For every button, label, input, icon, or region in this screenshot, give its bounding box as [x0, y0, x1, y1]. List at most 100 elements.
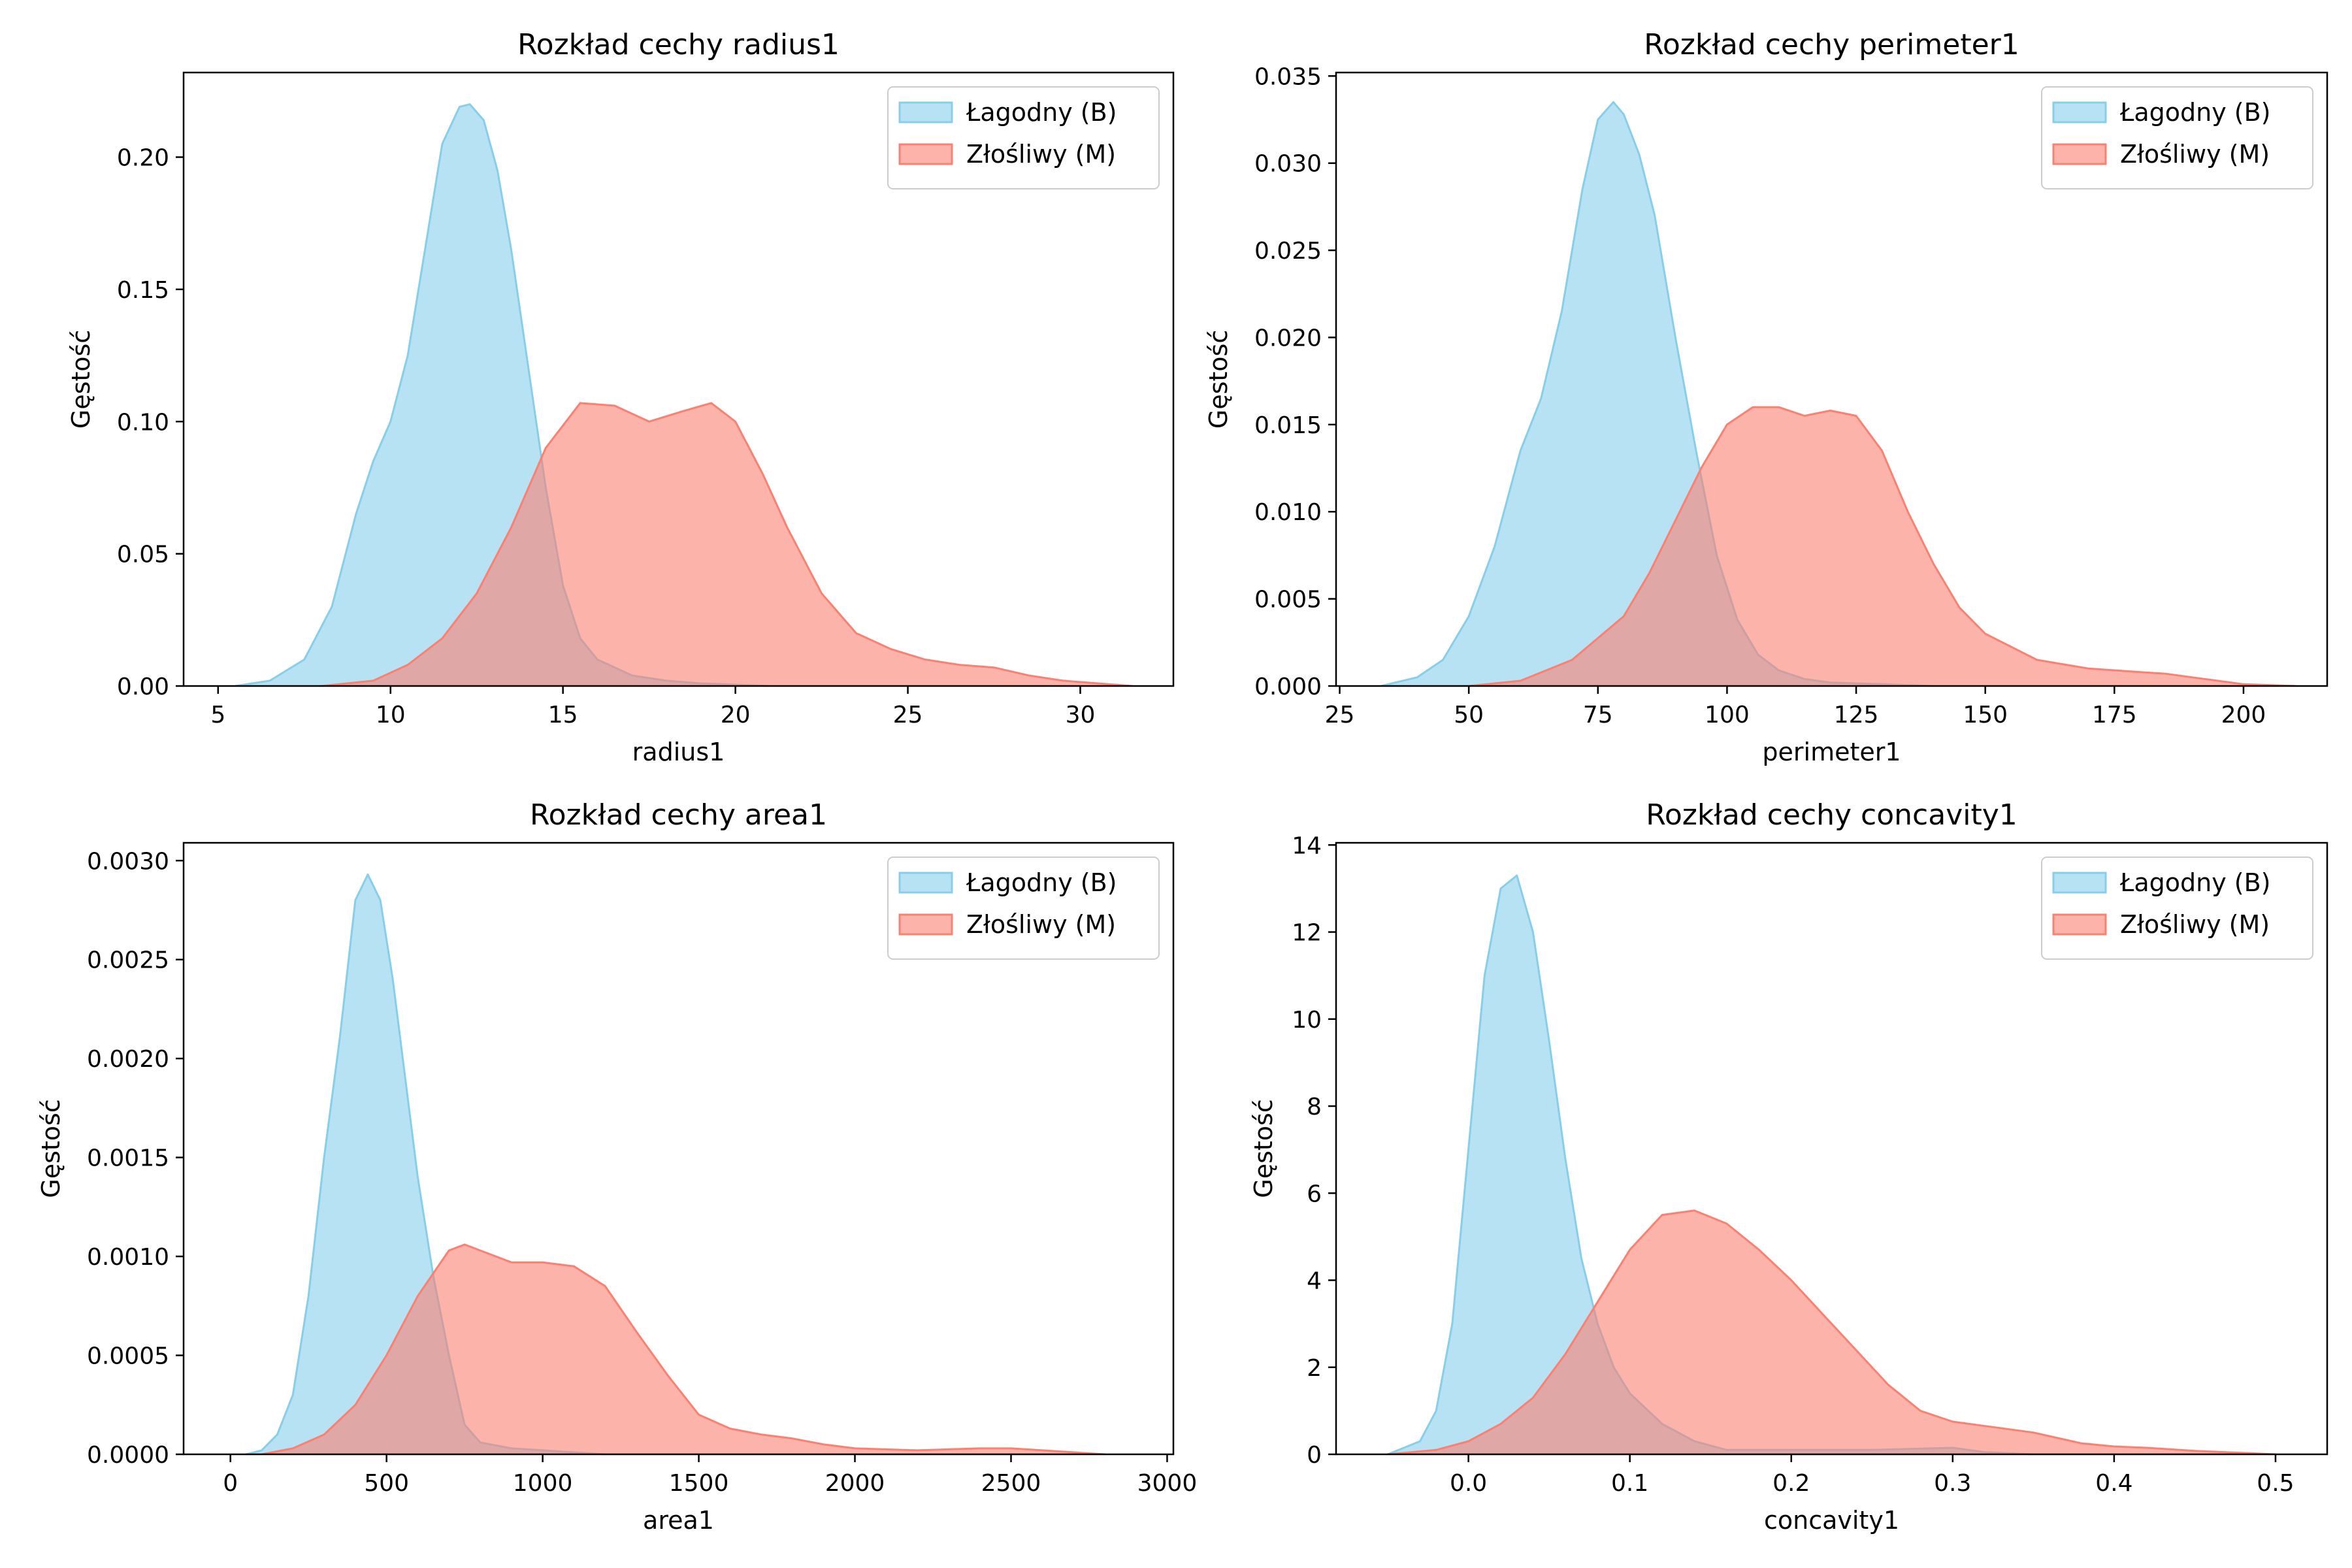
chart-panel-3: 0 500 1000 1500 2000 2500 3000 0.0000 0.0005 0.00… [37, 798, 1197, 1535]
x-tick-label: 25 [1325, 702, 1355, 728]
plot-frame [1335, 841, 2328, 1456]
x-tick-label: 1500 [669, 1470, 729, 1497]
legend-label: Łagodny (B) [2119, 98, 2271, 127]
chart-title: Rozkład cechy perimeter1 [1644, 28, 2019, 61]
x-axis-label: radius1 [632, 738, 725, 766]
legend-box [2041, 857, 2313, 960]
x-tick-label: 1000 [513, 1470, 573, 1497]
x-tick-label: 150 [1963, 702, 2008, 728]
legend-box [887, 857, 1160, 960]
legend-label: Złośliwy (M) [966, 140, 1116, 169]
density-area-malignant [320, 402, 1134, 686]
legend-swatch-malignant [2052, 143, 2107, 165]
density-area-malignant [1467, 406, 2296, 686]
y-tick-label: 12 [1292, 920, 1322, 947]
y-tick-label: 4 [1307, 1268, 1322, 1295]
y-tick-label: 0.15 [117, 277, 169, 304]
density-area-malignant [1386, 1209, 2277, 1454]
x-tick-label: 50 [1454, 702, 1484, 728]
y-tick-label: 0.0000 [87, 1442, 169, 1469]
y-tick-label: 10 [1292, 1007, 1322, 1034]
legend-label: Łagodny (B) [2119, 868, 2271, 897]
x-tick-label: 0 [223, 1470, 238, 1497]
y-tick-label: 0.020 [1254, 325, 1322, 351]
y-axis-label: Gęstość [1204, 330, 1233, 429]
chart-title: Rozkład cechy concavity1 [1646, 798, 2017, 832]
legend: Łagodny (B) Złośliwy (M) [2041, 86, 2313, 189]
legend: Łagodny (B) Złośliwy (M) [887, 86, 1160, 189]
y-axis-label: Gęstość [37, 1099, 65, 1198]
legend-swatch-malignant [898, 913, 953, 936]
x-tick-label: 10 [376, 702, 406, 728]
x-tick-label: 2500 [981, 1470, 1041, 1497]
x-tick-label: 5 [210, 702, 225, 728]
x-tick-label: 75 [1583, 702, 1613, 728]
legend-label: Łagodny (B) [966, 98, 1117, 127]
y-tick-label: 0.010 [1254, 499, 1322, 526]
x-tick-label: 30 [1066, 702, 1096, 728]
x-tick-label: 175 [2092, 702, 2137, 728]
y-tick-label: 0.005 [1254, 587, 1322, 613]
plot-frame [182, 71, 1175, 687]
legend-box [2041, 86, 2313, 189]
legend-label: Łagodny (B) [966, 868, 1117, 897]
chart-panel-1: 5 10 15 20 25 30 0.00 0.05 0.10 0.15 0.20 Rozkład c… [67, 28, 1175, 766]
legend-label: Złośliwy (M) [2120, 140, 2270, 169]
legend-swatch-benign [2052, 872, 2107, 894]
y-tick-label: 2 [1307, 1355, 1322, 1382]
y-tick-label: 0.20 [117, 145, 169, 172]
x-tick-label: 25 [893, 702, 923, 728]
legend-label: Złośliwy (M) [2120, 910, 2270, 939]
x-tick-label: 2000 [825, 1470, 885, 1497]
y-tick-label: 0.0015 [87, 1145, 169, 1172]
y-tick-label: 0.025 [1254, 238, 1322, 265]
y-tick-label: 14 [1292, 832, 1322, 859]
y-tick-label: 0.0020 [87, 1046, 169, 1073]
x-tick-label: 0.1 [1611, 1470, 1648, 1497]
chart-panel-4: 0.0 0.1 0.2 0.3 0.4 0.5 0 2 4 6 8 10 12 14 Rozkład cec… [1249, 798, 2328, 1535]
x-tick-label: 0.3 [1934, 1470, 1971, 1497]
x-axis-label: area1 [643, 1506, 714, 1535]
x-axis-label: concavity1 [1764, 1506, 1899, 1535]
y-tick-label: 8 [1307, 1094, 1322, 1120]
x-tick-label: 500 [364, 1470, 409, 1497]
legend: Łagodny (B) Złośliwy (M) [887, 857, 1160, 960]
x-tick-label: 20 [721, 702, 751, 728]
y-tick-label: 0 [1307, 1442, 1322, 1469]
y-tick-label: 0.0005 [87, 1343, 169, 1370]
legend-swatch-benign [898, 872, 953, 894]
x-axis-label: perimeter1 [1762, 738, 1901, 766]
x-tick-label: 0.0 [1450, 1470, 1487, 1497]
legend: Łagodny (B) Złośliwy (M) [2041, 857, 2313, 960]
chart-title: Rozkład cechy radius1 [517, 28, 840, 61]
x-tick-label: 0.4 [2095, 1470, 2132, 1497]
legend-box [887, 86, 1160, 189]
x-tick-label: 200 [2221, 702, 2266, 728]
x-tick-label: 100 [1705, 702, 1750, 728]
x-tick-label: 0.2 [1772, 1470, 1810, 1497]
y-tick-label: 0.035 [1254, 63, 1322, 90]
chart-panel-2: 25 50 75 100 125 150 175 200 0.000 0.005 0.010 0.01… [1204, 28, 2328, 766]
y-tick-label: 0.05 [117, 542, 169, 568]
legend-swatch-benign [898, 101, 953, 123]
chart-title: Rozkład cechy area1 [530, 798, 827, 832]
y-tick-label: 0.10 [117, 409, 169, 436]
density-area-malignant [261, 1243, 1106, 1454]
x-tick-label: 0.5 [2257, 1470, 2294, 1497]
plot-frame [1335, 71, 2328, 687]
legend-swatch-malignant [2052, 913, 2107, 936]
legend-swatch-malignant [898, 143, 953, 165]
y-tick-label: 0.0010 [87, 1244, 169, 1271]
x-tick-label: 15 [548, 702, 578, 728]
x-tick-label: 3000 [1137, 1470, 1198, 1497]
y-tick-label: 0.030 [1254, 151, 1322, 178]
y-axis-label: Gęstość [1249, 1099, 1278, 1198]
y-tick-label: 6 [1307, 1181, 1322, 1207]
plot-frame [182, 841, 1175, 1456]
x-tick-label: 125 [1834, 702, 1879, 728]
y-tick-label: 0.015 [1254, 412, 1322, 439]
y-tick-label: 0.000 [1254, 674, 1322, 700]
legend-swatch-benign [2052, 101, 2107, 123]
y-tick-label: 0.00 [117, 674, 169, 700]
